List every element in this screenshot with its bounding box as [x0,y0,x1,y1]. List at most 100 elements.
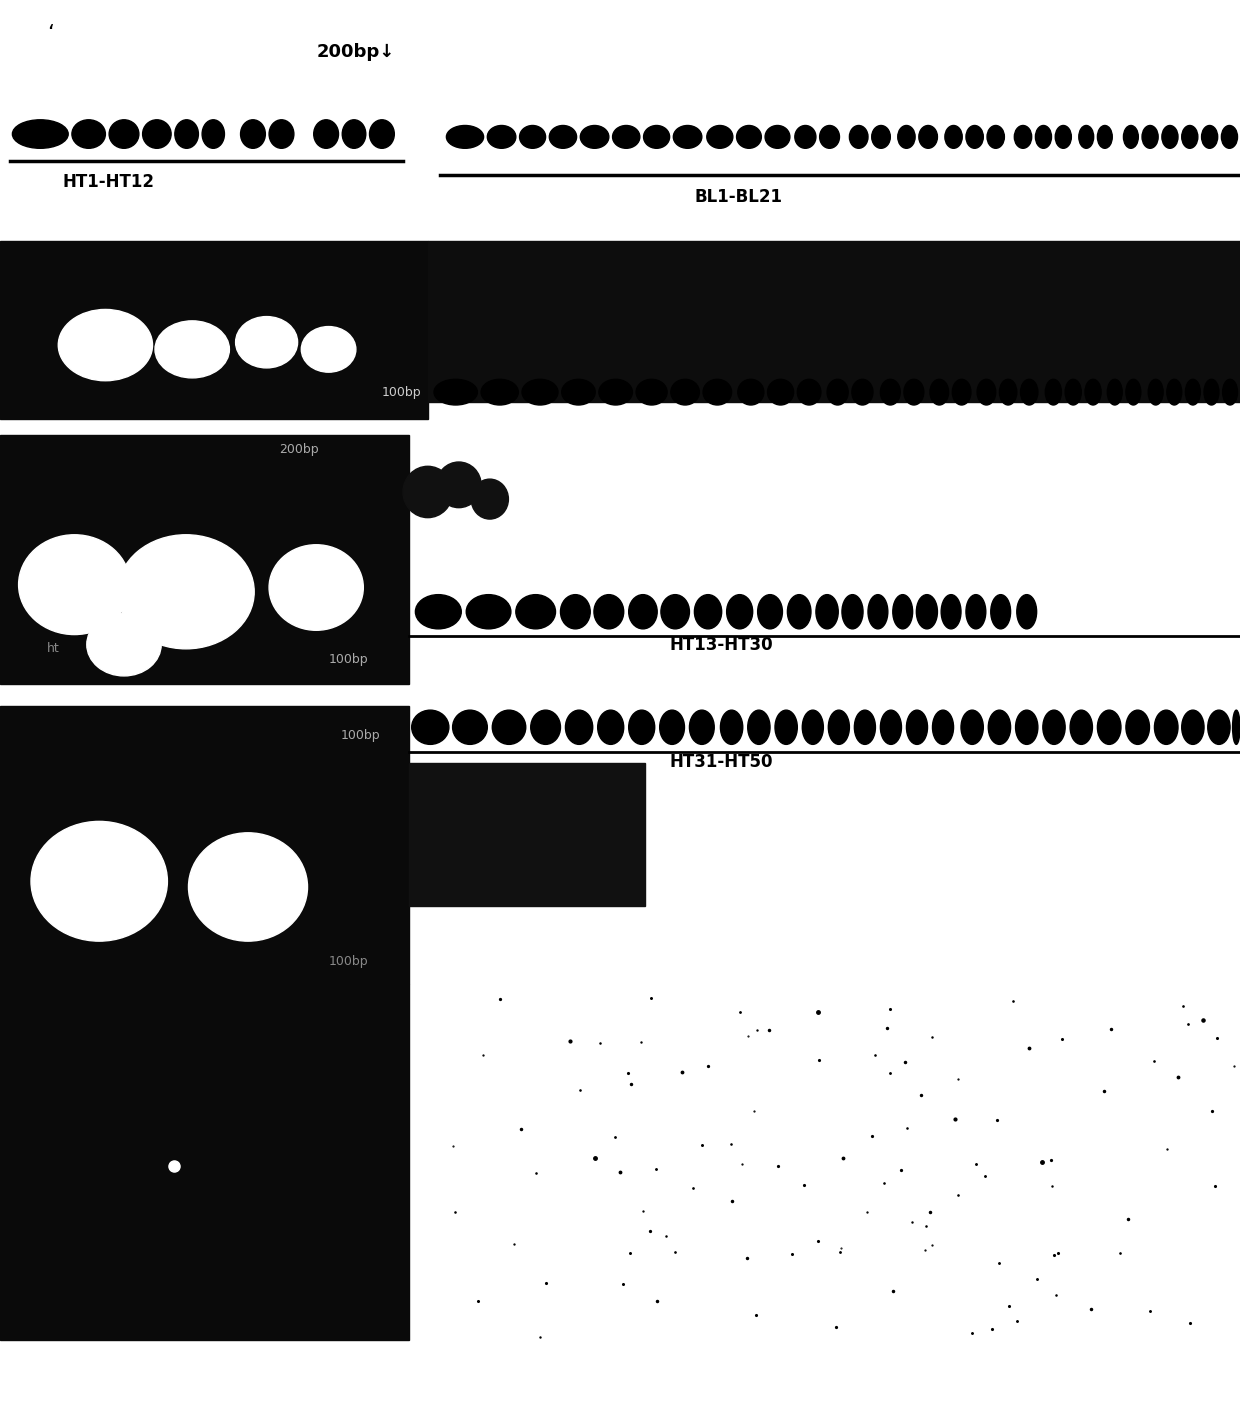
Ellipse shape [828,710,849,744]
Text: HT13-HT30: HT13-HT30 [670,636,774,655]
Ellipse shape [738,379,764,405]
Ellipse shape [1162,125,1178,148]
Ellipse shape [689,710,714,744]
Ellipse shape [1085,379,1101,405]
Ellipse shape [412,710,449,744]
Ellipse shape [487,125,516,148]
Ellipse shape [1021,379,1038,405]
Ellipse shape [868,595,888,629]
Ellipse shape [560,595,590,629]
Ellipse shape [1142,125,1158,148]
Ellipse shape [629,710,655,744]
Ellipse shape [1167,379,1182,405]
Ellipse shape [988,710,1011,744]
Bar [428,241,1240,402]
Ellipse shape [446,125,484,148]
Ellipse shape [930,379,949,405]
Ellipse shape [1126,710,1149,744]
Ellipse shape [580,125,609,148]
Ellipse shape [370,120,394,148]
Ellipse shape [932,710,954,744]
Ellipse shape [842,595,863,629]
Bar [0,706,409,984]
Ellipse shape [492,710,526,744]
Ellipse shape [727,595,753,629]
Ellipse shape [1016,710,1038,744]
Ellipse shape [481,379,518,405]
Ellipse shape [1017,595,1037,629]
Ellipse shape [765,125,790,148]
Ellipse shape [1097,125,1112,148]
Ellipse shape [531,710,560,744]
Ellipse shape [1182,710,1204,744]
Ellipse shape [644,125,670,148]
Ellipse shape [1182,125,1198,148]
Text: 200bp↓: 200bp↓ [316,43,394,61]
Ellipse shape [820,125,839,148]
Ellipse shape [269,545,363,630]
Ellipse shape [520,125,546,148]
Ellipse shape [916,595,937,629]
Ellipse shape [1035,125,1052,148]
Text: ht: ht [47,642,60,655]
Ellipse shape [919,125,937,148]
Ellipse shape [802,710,823,744]
Ellipse shape [977,379,996,405]
Ellipse shape [720,710,743,744]
Ellipse shape [1107,379,1122,405]
Ellipse shape [854,710,875,744]
Ellipse shape [549,125,577,148]
Ellipse shape [453,710,487,744]
Ellipse shape [1123,125,1138,148]
Text: HT31-HT50: HT31-HT50 [670,753,773,771]
Ellipse shape [952,379,971,405]
Ellipse shape [1126,379,1141,405]
Ellipse shape [795,125,816,148]
Ellipse shape [109,120,139,148]
Bar [0,984,409,1340]
Ellipse shape [827,379,848,405]
Ellipse shape [1148,379,1163,405]
Ellipse shape [434,379,477,405]
Ellipse shape [1185,379,1200,405]
Ellipse shape [155,321,229,378]
Ellipse shape [436,462,481,508]
Ellipse shape [1043,710,1065,744]
Ellipse shape [1221,125,1238,148]
Text: HT1-HT12: HT1-HT12 [62,173,154,191]
Ellipse shape [787,595,811,629]
Ellipse shape [661,595,689,629]
Ellipse shape [471,479,508,519]
Ellipse shape [852,379,873,405]
Ellipse shape [143,120,171,148]
Ellipse shape [849,125,868,148]
Ellipse shape [893,595,913,629]
Ellipse shape [768,379,794,405]
Ellipse shape [562,379,595,405]
Ellipse shape [797,379,821,405]
Ellipse shape [1045,379,1061,405]
Ellipse shape [58,309,153,381]
Ellipse shape [1065,379,1081,405]
Ellipse shape [987,125,1004,148]
Ellipse shape [1055,125,1071,148]
Ellipse shape [991,595,1011,629]
Text: 200bp: 200bp [279,443,319,456]
Bar [0,241,428,419]
Text: BL1-BL21: BL1-BL21 [694,188,782,207]
Ellipse shape [415,595,461,629]
Ellipse shape [880,710,901,744]
Ellipse shape [403,466,453,518]
Ellipse shape [1070,710,1092,744]
Ellipse shape [613,125,640,148]
Text: 100bp: 100bp [341,729,381,742]
Text: 100bp: 100bp [329,955,368,968]
Ellipse shape [342,120,366,148]
Ellipse shape [598,710,624,744]
Ellipse shape [737,125,761,148]
Ellipse shape [961,710,983,744]
Ellipse shape [599,379,632,405]
Ellipse shape [12,120,68,148]
Ellipse shape [906,710,928,744]
Ellipse shape [516,595,556,629]
